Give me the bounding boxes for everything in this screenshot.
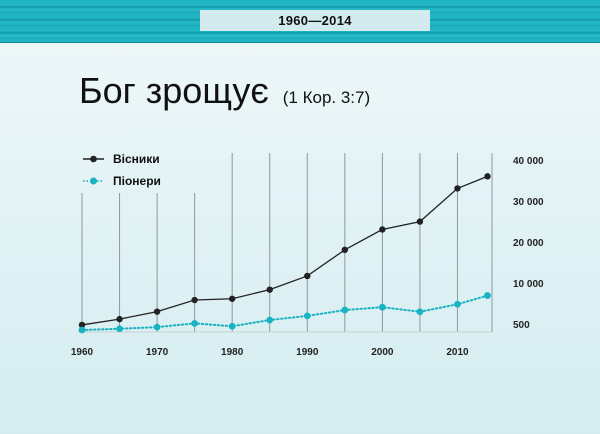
title-reference: (1 Кор. 3:7) xyxy=(282,88,371,107)
x-tick-label: 1960 xyxy=(71,347,94,358)
series-visnyky xyxy=(78,173,491,329)
data-point xyxy=(191,296,198,304)
y-tick-label: 20 000 xyxy=(513,238,544,249)
header-banner: 1960—2014 xyxy=(0,0,600,43)
data-point xyxy=(116,315,123,323)
series-line xyxy=(81,175,489,326)
data-point xyxy=(304,272,311,280)
data-point xyxy=(378,303,386,311)
data-point xyxy=(116,325,123,333)
data-point xyxy=(78,321,86,329)
x-tick-label: 1980 xyxy=(221,347,244,358)
series-pionery xyxy=(78,292,491,334)
data-point xyxy=(379,226,386,233)
data-point xyxy=(266,316,274,324)
legend-label-pionery: Піонери xyxy=(113,174,161,188)
date-range-label: 1960—2014 xyxy=(200,10,430,31)
y-tick-label: 500 xyxy=(513,320,530,331)
x-tick-label: 1970 xyxy=(146,347,169,358)
data-point xyxy=(416,218,424,225)
data-point xyxy=(303,312,311,320)
page-title: Бог зрощує (1 Кор. 3:7) xyxy=(79,70,370,112)
data-point xyxy=(153,308,161,315)
y-tick-label: 40 000 xyxy=(513,156,544,167)
y-tick-label: 30 000 xyxy=(513,197,544,208)
legend: Вісники Піонери xyxy=(83,152,161,188)
data-point xyxy=(266,286,273,293)
data-point xyxy=(228,322,236,330)
data-point xyxy=(484,173,491,180)
data-point xyxy=(341,246,349,254)
data-point xyxy=(484,292,491,299)
data-point xyxy=(78,326,86,334)
x-tick-label: 2000 xyxy=(371,347,394,358)
legend-label-visnyky: Вісники xyxy=(113,152,160,166)
data-point xyxy=(153,323,161,331)
data-point xyxy=(228,295,236,302)
legend-marker-icon xyxy=(90,177,97,185)
y-tick-label: 10 000 xyxy=(513,279,544,290)
data-point xyxy=(416,308,424,316)
data-point xyxy=(454,300,461,308)
title-main: Бог зрощує xyxy=(79,70,269,111)
legend-marker-icon xyxy=(90,155,97,163)
x-tick-label: 2010 xyxy=(446,347,469,358)
data-point xyxy=(454,185,461,192)
series-line xyxy=(81,294,489,331)
x-tick-label: 1990 xyxy=(296,347,319,358)
data-point xyxy=(191,319,199,327)
data-point xyxy=(341,306,349,314)
